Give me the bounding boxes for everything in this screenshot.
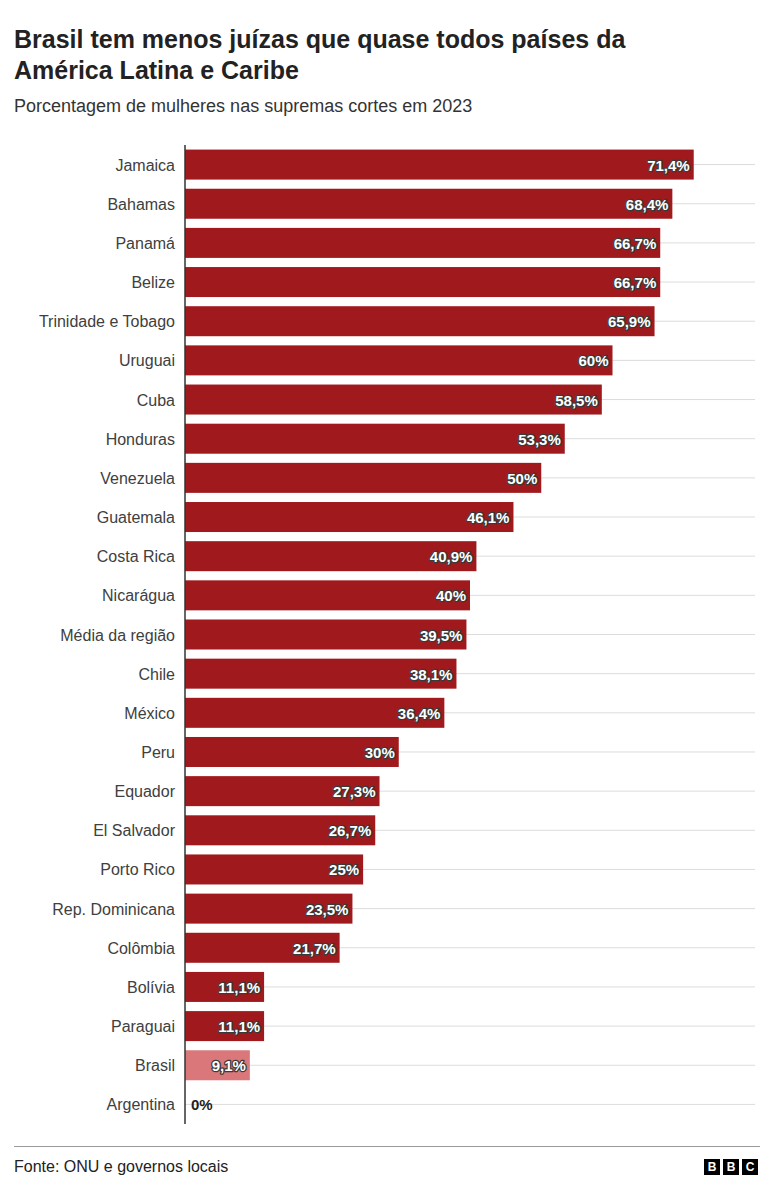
logo-letter: B <box>723 1159 739 1175</box>
data-label: 68,4% <box>626 196 669 213</box>
data-label: 40,9% <box>430 548 473 565</box>
data-label: 39,5% <box>420 627 463 644</box>
category-label: El Salvador <box>93 822 175 839</box>
data-label: 11,1% <box>218 1018 260 1035</box>
category-label: Cuba <box>137 392 175 409</box>
data-label: 46,1% <box>467 509 510 526</box>
category-label: Equador <box>115 783 176 800</box>
data-label: 36,4% <box>398 705 441 722</box>
source: Fonte: ONU e governos locais <box>14 1158 228 1176</box>
bar <box>185 267 660 297</box>
bar <box>185 150 694 180</box>
data-label: 27,3% <box>333 783 376 800</box>
category-label: Uruguai <box>119 352 175 369</box>
category-label: Belize <box>131 274 175 291</box>
bar <box>185 580 470 610</box>
data-label: 26,7% <box>329 822 372 839</box>
logo: BBC <box>704 1159 758 1175</box>
subtitle: Porcentagem de mulheres nas supremas cor… <box>14 96 472 117</box>
bar <box>185 737 399 767</box>
bar <box>185 659 456 689</box>
bars <box>185 150 694 1081</box>
category-label: Trinidade e Tobago <box>39 313 175 330</box>
data-label: 9,1% <box>212 1057 246 1074</box>
data-label: 30% <box>365 744 395 761</box>
category-label: Venezuela <box>100 470 175 487</box>
category-label: Rep. Dominicana <box>52 901 175 918</box>
bar <box>185 972 264 1002</box>
data-label: 66,7% <box>614 235 657 252</box>
footer-rule <box>14 1146 760 1147</box>
data-label: 38,1% <box>410 666 453 683</box>
bar <box>185 815 375 845</box>
logo-letter: C <box>742 1159 758 1175</box>
bar <box>185 189 672 219</box>
data-label: 65,9% <box>608 313 651 330</box>
category-label: Brasil <box>135 1057 175 1074</box>
category-label: Honduras <box>106 431 175 448</box>
category-label: Costa Rica <box>97 548 175 565</box>
bar <box>185 541 476 571</box>
axis-line <box>184 145 186 1124</box>
bar <box>185 385 602 415</box>
bar <box>185 1011 264 1041</box>
category-label: Chile <box>139 666 176 683</box>
row-gridline <box>185 986 755 987</box>
row-gridline <box>185 1104 755 1105</box>
bar <box>185 894 352 924</box>
bar <box>185 698 444 728</box>
category-label: Bolívia <box>127 979 175 996</box>
data-label: 60% <box>578 352 608 369</box>
bar <box>185 345 613 375</box>
chart: Jamaica 71,4% Bahamas 68,4% Panamá 66,7% Beliz… <box>0 0 774 1199</box>
bar <box>185 463 541 493</box>
category-label: Paraguai <box>111 1018 175 1035</box>
data-label: 11,1% <box>218 979 260 996</box>
bar <box>185 854 363 884</box>
bar <box>185 424 565 454</box>
data-label: 23,5% <box>306 901 349 918</box>
title: Brasil tem menos juízas que quase todos … <box>14 24 714 86</box>
bar <box>185 228 660 258</box>
category-label: Porto Rico <box>100 861 175 878</box>
data-label: 50% <box>507 470 537 487</box>
data-label: 66,7% <box>614 274 657 291</box>
category-label: Guatemala <box>97 509 175 526</box>
category-label: Colômbia <box>107 940 175 957</box>
bar <box>185 776 380 806</box>
data-label: 25% <box>329 861 359 878</box>
category-label: Média da região <box>60 627 175 644</box>
category-label: Panamá <box>115 235 175 252</box>
bar <box>185 1050 250 1080</box>
data-label: 53,3% <box>518 431 561 448</box>
category-label: México <box>124 705 175 722</box>
data-label: 71,4% <box>647 157 690 174</box>
row-gridline <box>185 1026 755 1027</box>
data-label: 21,7% <box>293 940 336 957</box>
category-label: Peru <box>141 744 175 761</box>
category-label: Nicarágua <box>102 587 175 604</box>
logo-letter: B <box>704 1159 720 1175</box>
category-label: Bahamas <box>107 196 175 213</box>
category-label: Jamaica <box>115 157 175 174</box>
bar <box>185 933 340 963</box>
data-label: 58,5% <box>555 392 598 409</box>
bar <box>185 306 655 336</box>
bar <box>185 620 466 650</box>
data-label: 0% <box>191 1096 213 1113</box>
category-label: Argentina <box>107 1096 176 1113</box>
bar <box>185 502 513 532</box>
row-gridline <box>185 1065 755 1066</box>
data-label: 40% <box>436 587 466 604</box>
